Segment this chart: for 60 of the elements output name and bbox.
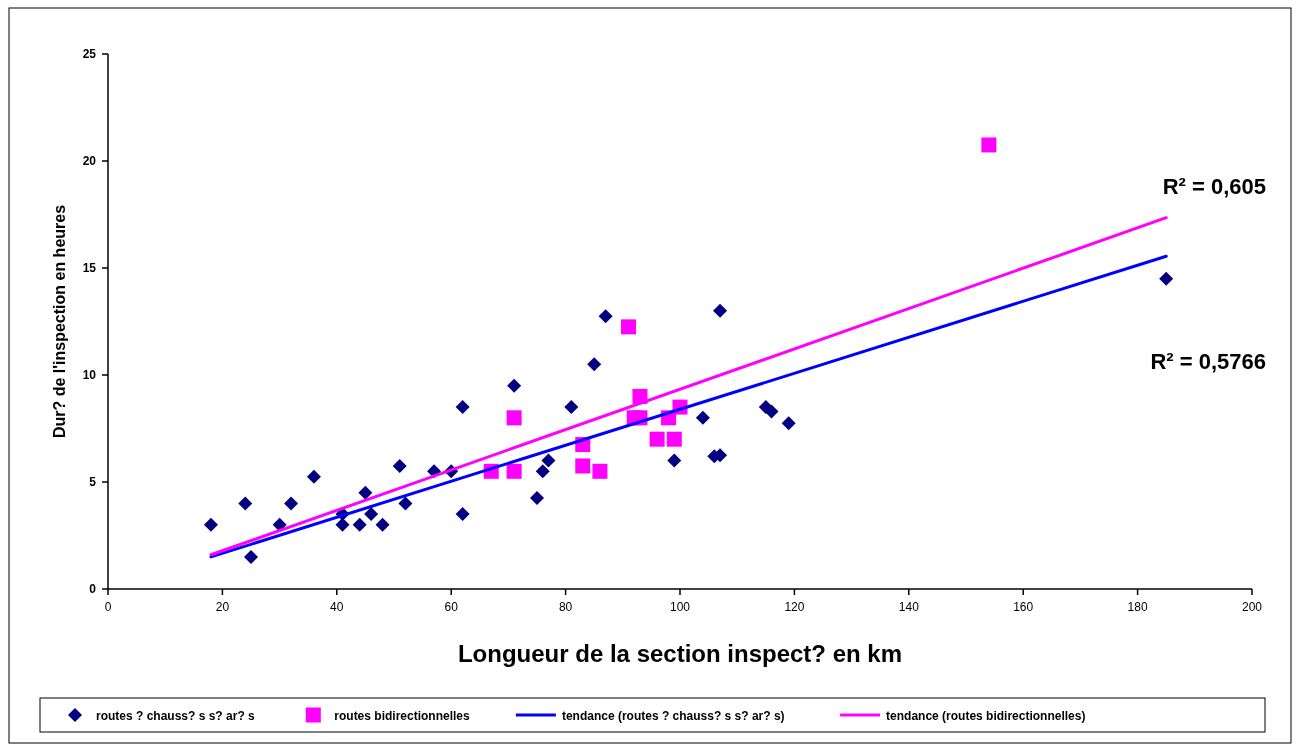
point [764,404,779,419]
point [244,549,258,564]
point [713,303,728,318]
legend-label: routes ? chauss? s s? ar? s [96,708,256,723]
point [649,431,665,447]
annotation: R² = 0,5766 [1150,349,1266,374]
point [455,507,470,522]
point [592,463,608,479]
point [392,458,407,473]
x-tick-label: 160 [1013,600,1034,614]
point [506,410,522,426]
point [575,458,591,474]
x-tick-label: 140 [898,600,920,614]
point [306,469,321,484]
y-tick-label: 10 [82,368,97,382]
point [666,431,682,447]
point [238,496,253,511]
point [375,517,390,532]
point [541,453,556,468]
legend-label: tendance (routes ? chauss? s s? ar? s) [561,708,785,723]
point [335,517,350,532]
x-tick-label: 200 [1241,600,1263,614]
point [667,453,682,468]
x-tick-label: 60 [444,600,459,614]
legend-label: routes bidirectionnelles [334,708,470,723]
point [455,400,470,415]
x-axis-title: Longueur de la section inspect? en km [457,640,903,667]
x-tick-label: 100 [669,600,691,614]
y-axis-title: Dur? de l'inspection en heures [51,204,68,439]
point [284,496,299,511]
point [535,464,550,479]
y-tick-label: 5 [89,475,97,489]
point [507,378,522,393]
point [1159,271,1174,286]
x-tick-label: 40 [330,600,344,614]
legend-label: tendance (routes bidirectionnelles) [886,708,1086,723]
x-tick-label: 180 [1127,600,1148,614]
point [203,517,218,532]
x-tick-label: 0 [104,600,112,614]
x-tick-label: 20 [215,600,230,614]
y-tick-label: 20 [82,154,97,168]
point [358,485,373,500]
point [506,463,522,479]
y-tick-label: 15 [82,261,97,275]
point [981,137,997,153]
y-tick-label: 25 [82,47,97,61]
y-tick-label: 0 [89,582,97,596]
point [598,309,613,324]
point [695,410,710,425]
annotation: R² = 0,605 [1162,174,1266,199]
point [530,491,544,506]
point [564,400,579,415]
point [398,496,413,511]
point [364,507,379,522]
x-tick-label: 120 [784,600,805,614]
point [352,517,367,532]
point [621,319,637,335]
point [587,357,602,372]
point [781,416,796,431]
x-tick-label: 80 [558,600,573,614]
